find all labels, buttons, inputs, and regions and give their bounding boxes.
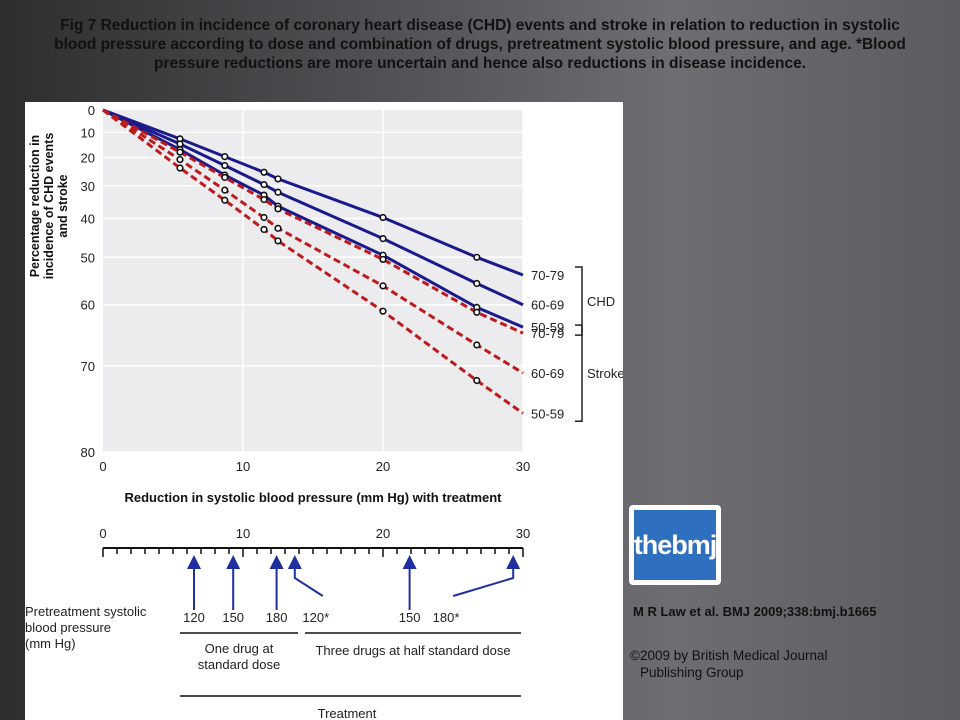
data-point (260, 225, 268, 234)
copyright-line-1: ©2009 by British Medical Journal (630, 648, 828, 663)
data-point (260, 195, 268, 204)
bp-label: 180* (433, 610, 460, 625)
data-point (260, 213, 268, 222)
data-point (221, 173, 229, 182)
bp-label: 120* (302, 610, 329, 625)
data-point (221, 196, 229, 204)
y-tick-label: 30 (81, 179, 95, 194)
copyright-line-2: Publishing Group (640, 665, 744, 680)
group-label: CHD (587, 294, 615, 309)
group-bracket (575, 324, 583, 423)
pretreatment-label-line: blood pressure (25, 620, 111, 635)
data-point (274, 205, 282, 213)
one-drug-label-line: standard dose (198, 657, 280, 672)
data-point (473, 341, 481, 349)
plot-area (103, 110, 523, 452)
pretreatment-label-line: Pretreatment systolic (25, 604, 147, 619)
y-axis-label-line: incidence of CHD events (42, 133, 56, 280)
y-axis-label-line: Percentage reduction in (28, 135, 42, 277)
data-point (473, 376, 481, 385)
data-point (274, 237, 282, 245)
data-point (260, 168, 268, 176)
data-point (221, 153, 229, 161)
series-label: 60-69 (531, 366, 564, 381)
series-label: 50-59 (531, 406, 564, 421)
series-line-stroke-70-79 (102, 108, 524, 335)
citation: M R Law et al. BMJ 2009;338:bmj.b1665 (633, 604, 877, 619)
bp-label: 180 (266, 610, 288, 625)
data-point (221, 186, 229, 194)
treatment-axis-label: 0 (99, 526, 106, 541)
data-point (473, 279, 481, 288)
bmj-logo-text: thebmj (634, 510, 717, 580)
series-line-chd-60-69 (102, 108, 524, 307)
series-label: 70-79 (531, 326, 564, 341)
group-label: Stroke (587, 366, 623, 381)
series-line-stroke-50-59 (102, 108, 524, 415)
data-point (176, 164, 184, 172)
data-point (379, 282, 387, 290)
bp-label: 150 (399, 610, 421, 625)
data-point (176, 155, 184, 164)
data-point (379, 255, 387, 264)
treatment-label: Treatment (318, 706, 377, 720)
y-tick-label: 40 (81, 212, 95, 227)
bp-arrow (287, 555, 324, 597)
figure-panel: 0 10 20 30 40 50 60 70 80 0 10 20 30 Reduction in sys… (25, 102, 623, 720)
bp-label: 150 (222, 610, 244, 625)
treatment-axis-label: 10 (236, 526, 250, 541)
x-tick-label: 0 (99, 459, 106, 474)
data-point (473, 253, 481, 261)
pretreatment-label-line: (mm Hg) (25, 636, 76, 651)
data-point (260, 180, 268, 189)
x-tick-label: 10 (236, 459, 250, 474)
data-point (379, 307, 387, 315)
copyright: ©2009 by British Medical Journal Publish… (630, 647, 910, 681)
x-axis-label: Reduction in systolic blood pressure (mm… (124, 490, 502, 505)
y-tick-label: 60 (81, 298, 95, 313)
series-line-chd-50-59 (102, 108, 524, 329)
three-drugs-label: Three drugs at half standard dose (315, 643, 510, 658)
series-label: 70-79 (531, 268, 564, 283)
treatment-axis-label: 30 (516, 526, 530, 541)
y-tick-label: 0 (88, 103, 95, 118)
bmj-logo: thebmj (629, 505, 721, 585)
y-tick-label: 80 (81, 445, 95, 460)
data-point (274, 224, 282, 232)
series-label: 60-69 (531, 298, 564, 313)
data-point (274, 175, 282, 183)
data-point (176, 148, 184, 156)
data-point (274, 188, 282, 196)
x-tick-label: 30 (516, 459, 530, 474)
bp-label: 120 (183, 610, 205, 625)
y-axis-label-line: and stroke (56, 174, 70, 237)
bp-arrow (452, 555, 521, 597)
data-point (379, 234, 387, 243)
treatment-axis-label: 20 (376, 526, 390, 541)
one-drug-label-line: One drug at (205, 641, 274, 656)
data-point (221, 161, 229, 170)
y-tick-label: 70 (81, 359, 95, 374)
data-point (379, 213, 387, 222)
data-point (473, 308, 481, 316)
y-tick-label: 10 (81, 125, 95, 140)
series-line-stroke-60-69 (102, 108, 524, 375)
chart: 0 10 20 30 40 50 60 70 80 0 10 20 30 Reduction in sys… (25, 103, 623, 720)
figure-caption: Fig 7 Reduction in incidence of coronary… (54, 17, 906, 72)
group-bracket (575, 266, 583, 336)
series-label: 50-59 (531, 320, 564, 335)
x-tick-label: 20 (376, 459, 390, 474)
y-tick-label: 50 (81, 250, 95, 265)
series-line-chd-70-79 (102, 108, 524, 277)
y-tick-label: 20 (81, 150, 95, 165)
